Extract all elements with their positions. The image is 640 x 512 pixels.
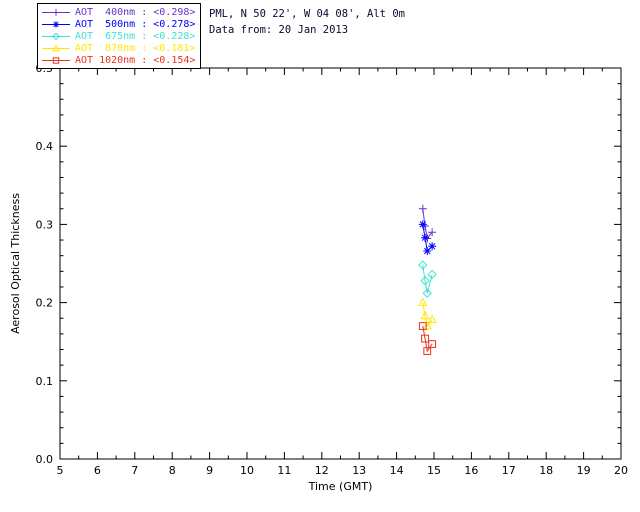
svg-text:0.0: 0.0: [36, 453, 54, 466]
svg-text:9: 9: [206, 464, 213, 477]
diamond-marker-icon: [42, 32, 70, 40]
legend-label: AOT 1020nm : <0.154>: [75, 54, 196, 66]
y-axis-title: Aerosol Optical Thickness: [9, 193, 22, 334]
svg-text:10: 10: [240, 464, 254, 477]
svg-text:18: 18: [539, 464, 553, 477]
svg-text:7: 7: [131, 464, 138, 477]
legend-label: AOT 400nm : <0.298>: [75, 6, 196, 18]
x-axis-title: Time (GMT): [308, 480, 373, 493]
triangle-marker-icon: [42, 43, 70, 51]
svg-text:17: 17: [502, 464, 516, 477]
square-marker-icon: [42, 56, 70, 64]
legend-label: AOT 870nm : <0.181>: [75, 42, 196, 54]
svg-text:11: 11: [277, 464, 291, 477]
svg-text:8: 8: [169, 464, 176, 477]
site-info: PML, N 50 22', W 04 08', Alt 0m: [209, 8, 405, 20]
svg-text:19: 19: [577, 464, 591, 477]
legend-item: AOT 870nm : <0.181>: [41, 42, 195, 54]
svg-text:0.2: 0.2: [36, 297, 54, 310]
svg-text:16: 16: [464, 464, 478, 477]
svg-text:14: 14: [390, 464, 404, 477]
svg-text:0.3: 0.3: [36, 218, 54, 231]
legend-label: AOT 500nm : <0.278>: [75, 18, 196, 30]
plot-header: PML, N 50 22', W 04 08', Alt 0m Data fro…: [209, 6, 405, 38]
svg-text:5: 5: [57, 464, 64, 477]
legend-item: AOT 1020nm : <0.154>: [41, 54, 195, 66]
asterisk-marker-icon: [42, 20, 70, 28]
svg-text:20: 20: [614, 464, 628, 477]
svg-text:6: 6: [94, 464, 101, 477]
svg-text:15: 15: [427, 464, 441, 477]
legend-label: AOT 675nm : <0.228>: [75, 30, 196, 42]
svg-text:13: 13: [352, 464, 366, 477]
svg-text:0.1: 0.1: [36, 375, 54, 388]
legend: AOT 400nm : <0.298> AOT 500nm : <0.278> AO…: [37, 3, 202, 69]
legend-item: AOT 500nm : <0.278>: [41, 18, 195, 30]
svg-text:12: 12: [315, 464, 329, 477]
plus-marker-icon: [42, 8, 70, 16]
svg-text:0.4: 0.4: [36, 140, 54, 153]
legend-item: AOT 400nm : <0.298>: [41, 6, 195, 18]
date-info: Data from: 20 Jan 2013: [209, 24, 349, 36]
legend-item: AOT 675nm : <0.228>: [41, 30, 195, 42]
